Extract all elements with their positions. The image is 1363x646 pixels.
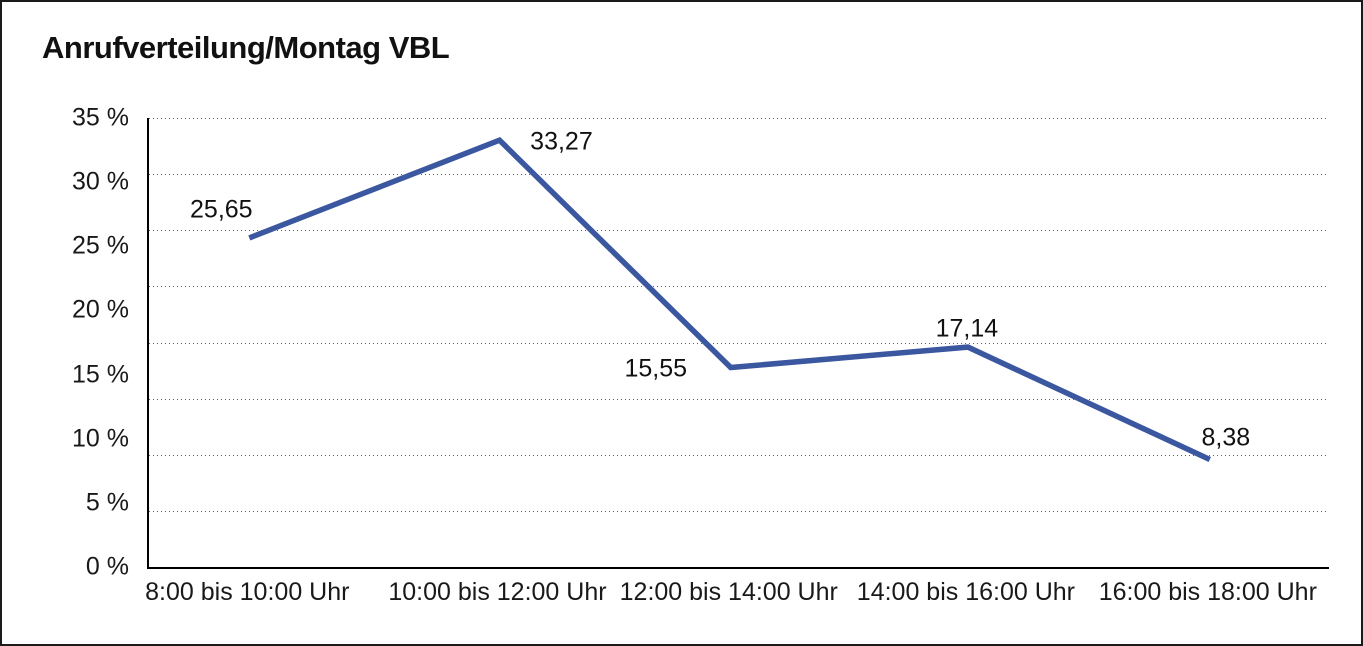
series-line <box>248 136 1211 462</box>
chart-title: Anrufverteilung/Montag VBL <box>42 30 450 65</box>
y-tick-label: 15 % <box>72 360 129 389</box>
data-label: 33,27 <box>530 127 593 156</box>
x-axis: 8:00 bis 10:00 Uhr 10:00 bis 12:00 Uhr 12:… <box>145 578 1327 618</box>
x-tick-label: 12:00 bis 14:00 Uhr <box>619 578 838 606</box>
data-label: 17,14 <box>935 314 999 343</box>
y-tick-label: 30 % <box>72 167 129 196</box>
y-tick-label: 25 % <box>72 231 129 260</box>
x-tick-label: 16:00 bis 18:00 Uhr <box>1098 578 1317 606</box>
y-axis: 35 % 30 % 25 % 20 % 15 % 10 % 5 % 0 % <box>2 104 129 581</box>
x-tick-label: 10:00 bis 12:00 Uhr <box>388 578 607 606</box>
plot-area: 25,65 33,27 15,55 17,14 8,38 <box>147 118 1329 569</box>
x-tick-label: 8:00 bis 10:00 Uhr <box>145 578 350 606</box>
series-plot-svg <box>248 136 1211 462</box>
data-label: 25,65 <box>190 195 253 224</box>
y-tick-label: 0 % <box>85 552 129 581</box>
y-tick-label: 5 % <box>85 488 129 517</box>
y-tick-label: 10 % <box>72 424 129 453</box>
data-label: 15,55 <box>624 354 688 383</box>
y-tick-label: 35 % <box>72 103 129 132</box>
x-tick-label: 14:00 bis 16:00 Uhr <box>856 578 1076 606</box>
y-tick-label: 20 % <box>72 295 129 324</box>
data-label: 8,38 <box>1201 423 1251 452</box>
